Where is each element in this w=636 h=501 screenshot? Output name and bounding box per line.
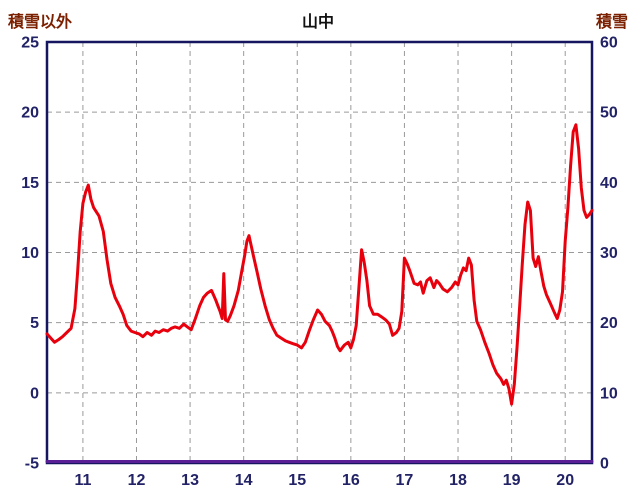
x-tick-label: 18 xyxy=(449,472,467,489)
x-tick-label: 14 xyxy=(235,472,253,489)
right-y-tick-label: 60 xyxy=(600,35,618,52)
x-tick-label: 12 xyxy=(128,472,146,489)
x-tick-label: 17 xyxy=(396,472,414,489)
right-y-tick-label: 40 xyxy=(600,175,618,192)
left-y-tick-label: 0 xyxy=(30,385,39,402)
x-tick-label: 19 xyxy=(503,472,521,489)
left-y-tick-label: 5 xyxy=(30,315,39,332)
left-y-tick-label: 15 xyxy=(21,175,39,192)
left-y-tick-label: 10 xyxy=(21,245,39,262)
right-y-tick-label: 50 xyxy=(600,105,618,122)
chart-title: 山中 xyxy=(301,14,334,31)
left-axis-title: 積雪以外 xyxy=(8,14,73,31)
x-tick-label: 15 xyxy=(288,472,306,489)
x-tick-label: 20 xyxy=(556,472,574,489)
left-y-tick-label: -5 xyxy=(25,456,39,473)
x-tick-label: 13 xyxy=(181,472,199,489)
left-y-tick-label: 20 xyxy=(21,105,39,122)
right-y-tick-label: 20 xyxy=(600,315,618,332)
right-y-tick-label: 0 xyxy=(600,456,609,473)
x-tick-label: 16 xyxy=(342,472,360,489)
series-temp-line xyxy=(45,123,594,406)
left-y-tick-label: 25 xyxy=(21,35,39,52)
right-y-tick-label: 10 xyxy=(600,385,618,402)
x-tick-label: 11 xyxy=(74,472,91,489)
right-axis-title: 積雪 xyxy=(595,14,628,31)
right-y-tick-label: 30 xyxy=(600,245,618,262)
